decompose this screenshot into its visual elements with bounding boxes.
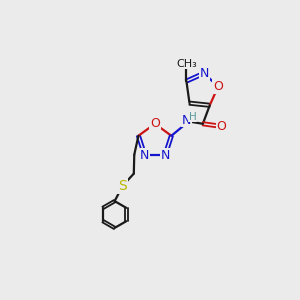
Text: S: S: [118, 178, 127, 193]
Text: N: N: [200, 67, 209, 80]
Text: O: O: [213, 80, 223, 93]
Text: N: N: [160, 148, 170, 162]
Text: O: O: [216, 120, 226, 133]
Text: H: H: [189, 112, 196, 122]
Text: CH₃: CH₃: [176, 58, 197, 68]
Text: O: O: [150, 117, 160, 130]
Text: N: N: [182, 114, 191, 127]
Text: N: N: [140, 148, 149, 162]
